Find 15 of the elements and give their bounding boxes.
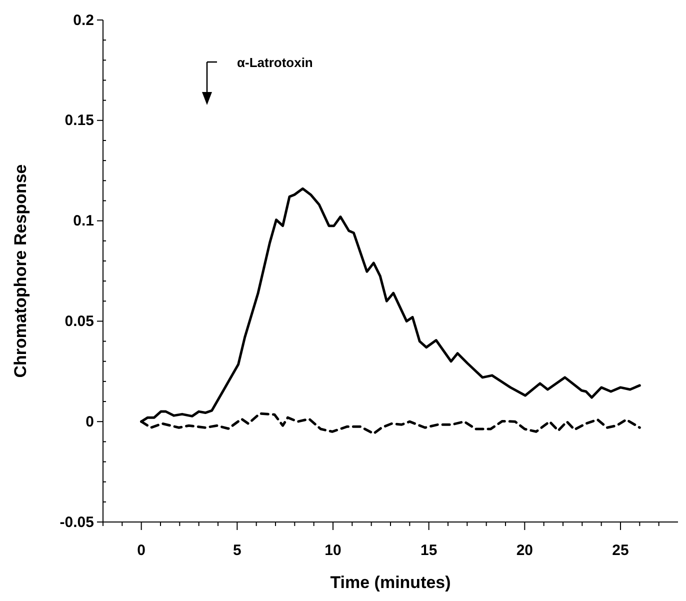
y-tick-label: 0.05 <box>64 313 94 330</box>
x-tick-label: 25 <box>612 542 629 559</box>
x-tick-label: 5 <box>232 542 242 559</box>
y-tick-label: 0.2 <box>73 12 94 29</box>
x-tick-label: 10 <box>324 542 342 559</box>
x-tick-label: 0 <box>137 542 146 559</box>
y-tick-label: 0.1 <box>73 212 94 230</box>
y-tick-label: 0 <box>86 413 94 430</box>
x-axis-title: Time (minutes) <box>330 573 451 592</box>
x-tick-label: 20 <box>516 542 534 559</box>
y-tick-label: 0.15 <box>64 112 94 130</box>
annotation: α-Latrotoxin <box>237 55 313 70</box>
x-tick-label: 15 <box>420 542 438 559</box>
y-tick-label: -0.05 <box>60 514 94 531</box>
y-axis-title: Chromatophore Response <box>11 164 30 378</box>
